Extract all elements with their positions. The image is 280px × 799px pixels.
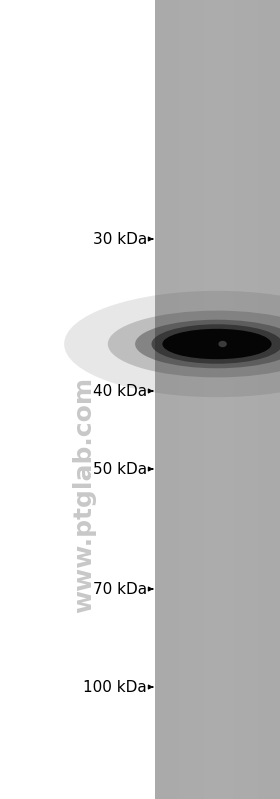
Bar (269, 0, 271, 799)
Text: 50 kDa: 50 kDa (93, 462, 147, 476)
Bar (160, 0, 162, 799)
Bar (174, 0, 176, 799)
Bar (171, 0, 173, 799)
Bar (238, 0, 240, 799)
Bar (213, 0, 215, 799)
Bar (266, 0, 268, 799)
Bar (205, 0, 207, 799)
Bar (239, 0, 241, 799)
Bar (202, 0, 204, 799)
Text: 100 kDa: 100 kDa (83, 679, 147, 694)
Bar (257, 0, 258, 799)
Bar (227, 0, 229, 799)
Ellipse shape (151, 324, 280, 364)
Bar (264, 0, 266, 799)
Bar (247, 0, 249, 799)
Bar (211, 0, 213, 799)
Bar (214, 0, 216, 799)
Bar (218, 0, 220, 799)
Ellipse shape (162, 329, 272, 360)
Bar (252, 0, 254, 799)
Bar (191, 0, 193, 799)
Text: www.ptglab.com: www.ptglab.com (72, 377, 96, 614)
Bar (166, 0, 168, 799)
Bar (185, 0, 187, 799)
Bar (261, 0, 263, 799)
Bar (193, 0, 195, 799)
Bar (200, 0, 202, 799)
Bar (272, 0, 274, 799)
Bar (162, 0, 164, 799)
Ellipse shape (218, 341, 227, 348)
Bar (168, 0, 170, 799)
Bar (190, 0, 192, 799)
Bar (255, 0, 257, 799)
Bar (242, 0, 244, 799)
Bar (169, 0, 171, 799)
Bar (157, 0, 159, 799)
Bar (207, 0, 209, 799)
Text: 70 kDa: 70 kDa (93, 582, 147, 597)
Bar (236, 0, 238, 799)
Bar (232, 0, 234, 799)
Bar (183, 0, 185, 799)
Bar (241, 0, 243, 799)
Bar (194, 0, 196, 799)
Bar (249, 0, 251, 799)
Bar (210, 0, 212, 799)
Bar (204, 0, 206, 799)
Ellipse shape (64, 291, 280, 397)
Bar (275, 0, 277, 799)
Text: 40 kDa: 40 kDa (93, 384, 147, 399)
Bar (250, 0, 252, 799)
Bar (258, 0, 260, 799)
Bar (158, 0, 160, 799)
Bar (230, 0, 232, 799)
Bar (219, 0, 221, 799)
Bar (222, 0, 224, 799)
Bar (224, 0, 226, 799)
Bar (244, 0, 246, 799)
Bar (216, 0, 218, 799)
Bar (278, 0, 280, 799)
Bar (188, 0, 190, 799)
Bar (180, 0, 182, 799)
Bar (172, 0, 174, 799)
Bar (228, 0, 230, 799)
Bar (253, 0, 255, 799)
Bar (197, 0, 199, 799)
Bar (221, 0, 223, 799)
Ellipse shape (108, 311, 280, 377)
Bar (263, 0, 265, 799)
Bar (208, 0, 210, 799)
Bar (165, 0, 167, 799)
Bar (225, 0, 227, 799)
Bar (260, 0, 262, 799)
Bar (246, 0, 248, 799)
Bar (199, 0, 201, 799)
Bar (177, 0, 179, 799)
Bar (235, 0, 237, 799)
Bar (271, 0, 272, 799)
Text: 30 kDa: 30 kDa (93, 232, 147, 247)
Bar (274, 0, 276, 799)
Bar (182, 0, 184, 799)
Bar (268, 0, 269, 799)
Bar (155, 0, 157, 799)
Bar (179, 0, 181, 799)
Ellipse shape (135, 320, 280, 368)
Bar (233, 0, 235, 799)
Bar (186, 0, 188, 799)
Bar (196, 0, 198, 799)
Bar (277, 0, 279, 799)
Bar (163, 0, 165, 799)
Bar (176, 0, 178, 799)
